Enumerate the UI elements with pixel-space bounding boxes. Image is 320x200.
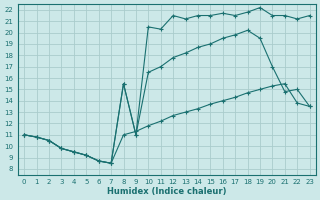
X-axis label: Humidex (Indice chaleur): Humidex (Indice chaleur) xyxy=(107,187,227,196)
